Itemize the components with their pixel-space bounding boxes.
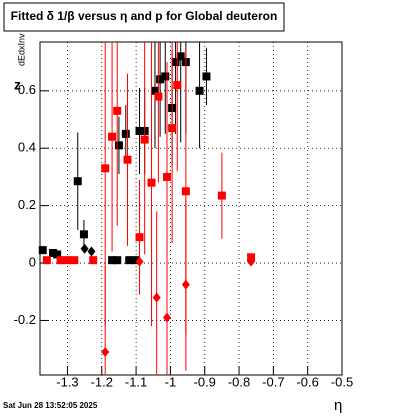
- point: [181, 279, 190, 290]
- point: [150, 86, 159, 95]
- x-tick-label: -1: [165, 374, 177, 389]
- y-tick-label: 0.2: [18, 197, 36, 212]
- frame: [39, 41, 343, 376]
- point: [195, 86, 204, 95]
- point: [135, 233, 144, 242]
- point: [154, 92, 163, 101]
- x-tick-label: -0.7: [262, 374, 284, 389]
- point: [202, 72, 211, 81]
- point: [70, 256, 79, 265]
- point: [161, 72, 170, 81]
- title-box: [3, 2, 285, 32]
- x-tick-label: -1.3: [56, 374, 78, 389]
- point: [162, 172, 171, 181]
- point: [113, 106, 122, 115]
- point: [147, 178, 156, 187]
- y-tick-label: -0.2: [14, 312, 36, 327]
- point: [53, 250, 62, 259]
- point: [87, 246, 96, 257]
- point: [80, 243, 89, 254]
- point: [132, 256, 141, 265]
- point: [79, 230, 88, 239]
- point: [101, 347, 110, 358]
- point: [108, 132, 117, 141]
- y-tick-label: 0.6: [18, 82, 36, 97]
- x-tick-label: -0.6: [296, 374, 318, 389]
- point: [49, 248, 58, 257]
- point: [63, 256, 72, 265]
- point: [176, 52, 185, 61]
- y-tick-label: 0.4: [18, 140, 36, 155]
- point: [101, 164, 110, 173]
- point: [114, 141, 123, 150]
- y-tick-label: 0: [29, 254, 36, 269]
- point: [140, 135, 149, 144]
- point: [73, 177, 82, 186]
- x-tick-label: -0.8: [228, 374, 250, 389]
- chart-title: Fitted δ 1/β versus η and p for Global d…: [11, 9, 278, 23]
- point: [113, 256, 122, 265]
- point: [156, 75, 165, 84]
- x-tick-label: -0.9: [194, 374, 216, 389]
- point: [56, 256, 65, 265]
- point: [125, 256, 134, 265]
- point: [135, 256, 144, 267]
- point: [135, 126, 144, 135]
- point: [162, 312, 171, 323]
- x-axis-label: η: [334, 397, 342, 414]
- x-tick-label: -1.1: [125, 374, 147, 389]
- point: [89, 256, 98, 265]
- point: [247, 256, 256, 267]
- point: [152, 292, 161, 303]
- footer-date: Sat Jun 28 13:52:05 2025: [3, 401, 98, 410]
- point: [108, 256, 117, 265]
- x-tick-label: -0.5: [331, 374, 353, 389]
- y-axis-label-sub: dEdxInv: [16, 33, 26, 66]
- x-tick-label: -1.2: [91, 374, 113, 389]
- y-axis-label: z: [14, 77, 21, 93]
- point: [42, 256, 51, 265]
- point: [38, 246, 47, 255]
- point: [168, 124, 177, 133]
- point: [123, 155, 132, 164]
- point: [121, 129, 130, 138]
- point: [217, 191, 226, 200]
- point: [173, 81, 182, 90]
- point: [181, 187, 190, 196]
- point: [171, 58, 180, 67]
